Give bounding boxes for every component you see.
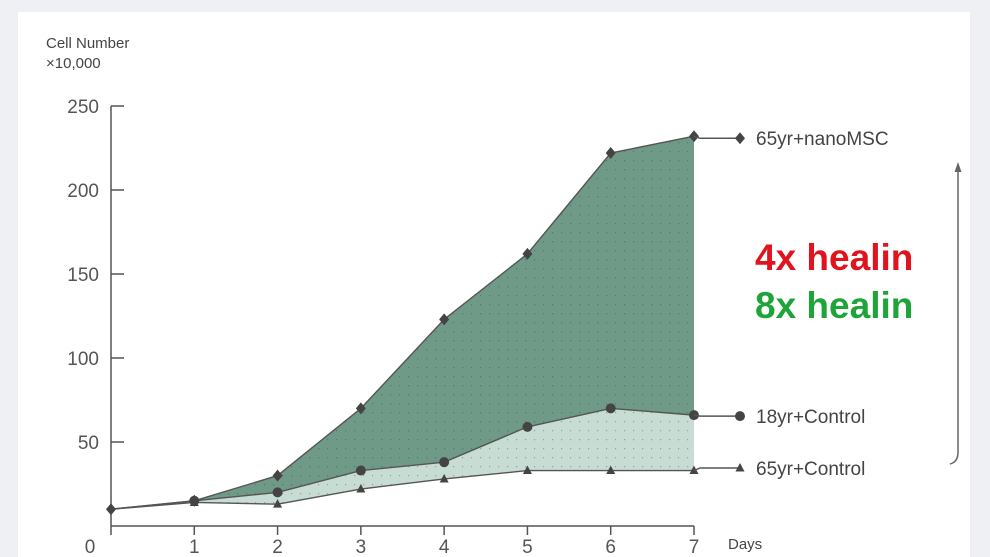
x-tick-label-6: 6 <box>605 537 616 557</box>
legend-line-1 <box>694 415 740 416</box>
legend-marker-0 <box>735 132 745 144</box>
x-tick-label-2: 2 <box>272 537 283 557</box>
marker-s1-3 <box>356 466 366 476</box>
y-axis-label-line2: ×10,000 <box>46 55 101 72</box>
x-axis-label: Days <box>728 536 762 553</box>
x-tick-label-4: 4 <box>439 537 450 557</box>
y-axis-label-line1: Cell Number <box>46 35 129 52</box>
comparison-bracket <box>950 168 958 464</box>
legend-label-1: 18yr+Control <box>756 407 865 428</box>
legend-label-0: 65yr+nanoMSC <box>756 129 889 150</box>
bracket-arrow <box>955 162 962 172</box>
annotation-8x: 8x healin <box>755 285 913 326</box>
y-tick-label-150: 150 <box>67 265 99 286</box>
legend-marker-2 <box>736 463 745 472</box>
x-tick-label-1: 1 <box>189 537 200 557</box>
annotation-4x: 4x healin <box>755 237 913 278</box>
y-tick-label-200: 200 <box>67 181 99 202</box>
x-tick-label-5: 5 <box>522 537 533 557</box>
x-tick-label-0: 0 <box>85 537 96 557</box>
legend-label-2: 65yr+Control <box>756 459 865 480</box>
legend-marker-1 <box>735 411 745 421</box>
legend-line-0 <box>694 136 740 138</box>
marker-s1-2 <box>273 487 283 497</box>
x-tick-label-3: 3 <box>356 537 367 557</box>
y-tick-label-50: 50 <box>78 433 99 454</box>
y-tick-label-100: 100 <box>67 349 99 370</box>
marker-s1-4 <box>439 457 449 467</box>
marker-s0-0 <box>106 503 116 515</box>
legend-line-2 <box>694 468 740 471</box>
marker-s1-5 <box>522 422 532 432</box>
y-tick-label-250: 250 <box>67 97 99 118</box>
x-tick-label-7: 7 <box>689 537 700 557</box>
marker-s1-6 <box>606 403 616 413</box>
